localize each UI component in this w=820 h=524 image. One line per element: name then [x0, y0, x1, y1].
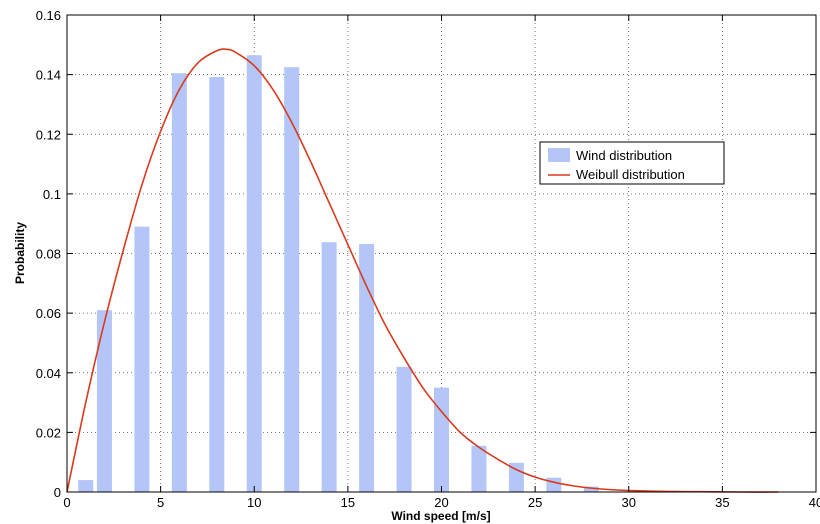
x-tick-labels: 0 5 10 15 20 25 30 35 40	[63, 495, 820, 510]
bar	[396, 366, 412, 492]
y-tick-label: 0.14	[36, 68, 61, 83]
x-tick-label: 20	[434, 495, 448, 510]
bar	[434, 387, 449, 492]
bar	[209, 77, 225, 492]
legend-label-wind: Wind distribution	[576, 148, 672, 163]
bar	[78, 480, 94, 492]
x-tick-label: 35	[715, 495, 729, 510]
line-series	[66, 48, 779, 493]
bar	[583, 486, 599, 492]
x-tick-label: 10	[247, 495, 261, 510]
y-tick-label: 0.06	[36, 306, 61, 321]
bar	[284, 67, 300, 492]
legend-swatch-wind	[548, 148, 570, 162]
x-tick-label: 30	[622, 495, 636, 510]
y-tick-labels: 0 0.02 0.04 0.06 0.08 0.1 0.12 0.14 0.16	[36, 8, 61, 500]
x-tick-label: 15	[341, 495, 355, 510]
bar-series	[78, 55, 599, 493]
weibull-curve	[66, 48, 779, 493]
bar	[96, 310, 112, 492]
bar	[508, 462, 524, 492]
y-tick-label: 0.02	[36, 425, 61, 440]
grid	[67, 15, 816, 492]
x-tick-label: 25	[528, 495, 542, 510]
legend-label-weibull: Weibull distribution	[576, 167, 685, 182]
bar	[134, 226, 150, 492]
bar	[471, 445, 487, 492]
y-tick-label: 0.16	[36, 8, 61, 23]
y-tick-label: 0.1	[43, 187, 61, 202]
x-tick-label: 0	[63, 495, 70, 510]
y-tick-label: 0	[54, 485, 61, 500]
y-tick-label: 0.04	[36, 366, 61, 381]
bar	[321, 242, 337, 492]
y-tick-label: 0.08	[36, 247, 61, 262]
x-tick-label: 5	[157, 495, 164, 510]
legend-box	[539, 141, 725, 185]
bar	[546, 477, 562, 492]
legend: Wind distribution Weibull distribution	[539, 141, 725, 185]
bar	[171, 73, 187, 493]
bar	[246, 55, 262, 492]
x-axis-label: Wind speed [m/s]	[391, 509, 490, 523]
y-tick-label: 0.12	[36, 127, 61, 142]
ticks	[66, 14, 817, 493]
x-tick-label: 40	[809, 495, 820, 510]
bar	[359, 243, 375, 492]
y-axis-label: Probability	[13, 222, 27, 284]
